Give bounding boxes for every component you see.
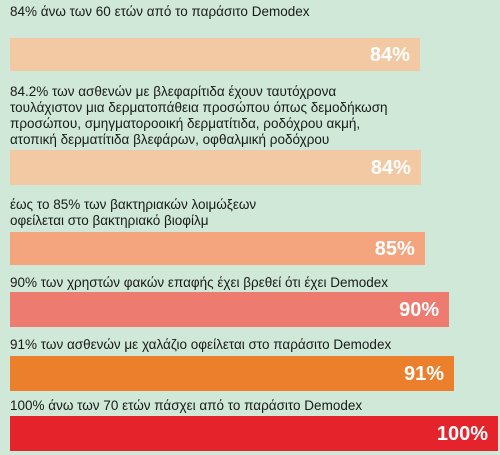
- bar-4: [10, 292, 450, 327]
- bar-5: [10, 356, 455, 391]
- bar-value-label-4: 90%: [399, 298, 440, 321]
- bar-value-label-6: 100%: [436, 422, 488, 445]
- bar-1: [10, 38, 420, 71]
- bar-6: [10, 416, 498, 451]
- bar-value-label-2: 84%: [370, 156, 411, 179]
- bar-2: [10, 150, 421, 185]
- bar-3: [10, 232, 425, 265]
- bar-label-2: 84.2% των ασθενών με βλεφαρίτιδα έχουν τ…: [10, 84, 388, 147]
- bar-label-3: έως το 85% των βακτηριακών λοιμώξεων οφε…: [10, 197, 257, 228]
- bar-label-6: 100% άνω των 70 ετών πάσχει από το παράσ…: [10, 398, 363, 413]
- bar-label-4: 90% των χρηστών φακών επαφής έχει βρεθεί…: [10, 275, 389, 290]
- bar-label-1: 84% άνω των 60 ετών από το παράσιτο Demo…: [10, 4, 310, 19]
- bar-value-label-3: 85%: [374, 237, 415, 260]
- bar-value-label-1: 84%: [369, 43, 410, 66]
- bar-value-label-5: 91%: [404, 362, 445, 385]
- bar-label-5: 91% των ασθενών με χαλάζιο οφείλεται στο…: [10, 337, 392, 352]
